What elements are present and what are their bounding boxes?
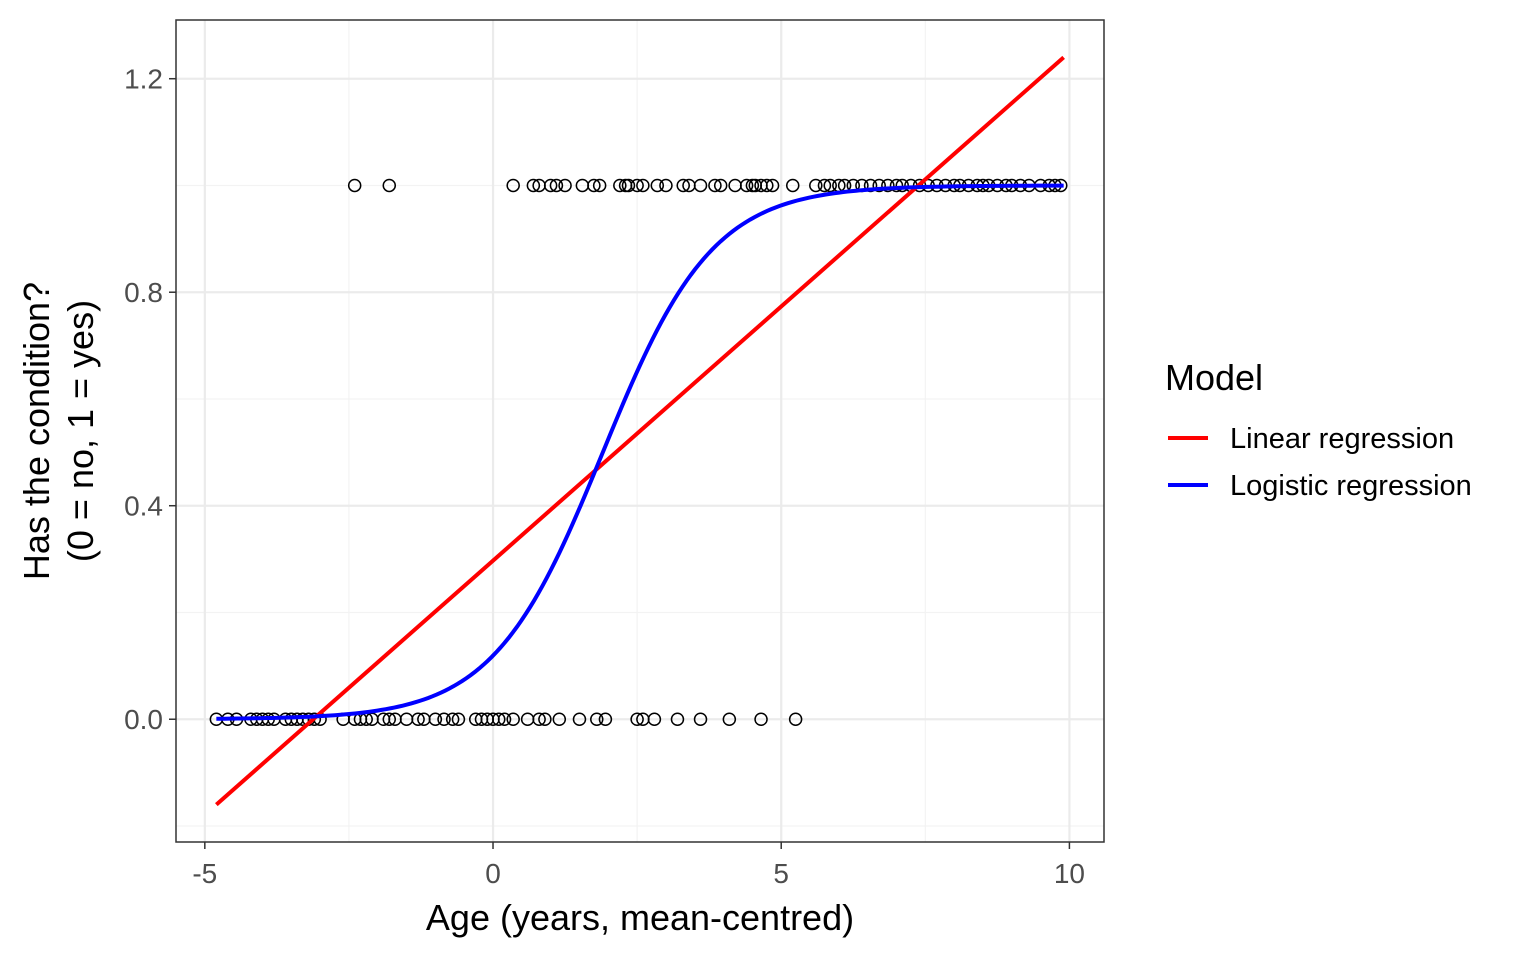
data-point	[532, 712, 546, 726]
data-point	[630, 712, 644, 726]
legend-title: Model	[1165, 357, 1263, 398]
data-point	[722, 712, 737, 726]
data-point	[451, 712, 466, 726]
data-point	[506, 712, 520, 726]
y-tick-label: 1.2	[124, 64, 163, 95]
data-point	[558, 178, 572, 193]
data-point	[693, 178, 708, 193]
data-point	[411, 712, 425, 726]
data-point	[552, 712, 567, 726]
data-point	[895, 178, 910, 193]
data-point	[889, 178, 904, 193]
data-point	[587, 178, 601, 193]
legend-label-logistic: Logistic regression	[1230, 470, 1472, 502]
data-point	[760, 178, 774, 193]
y-axis: 0.0 0.4 0.8 1.2	[124, 64, 176, 735]
data-point	[382, 712, 397, 726]
data-point	[590, 712, 604, 726]
data-point	[788, 712, 803, 726]
x-axis: -5 0 5 10	[192, 842, 1085, 889]
y-tick-label: 0.0	[124, 704, 163, 735]
data-point	[613, 178, 627, 193]
data-point	[382, 178, 397, 193]
data-point	[497, 712, 512, 726]
x-tick-label: 0	[485, 858, 501, 889]
data-point	[647, 712, 662, 726]
data-point	[621, 178, 636, 193]
data-point	[549, 178, 564, 193]
data-point	[543, 178, 558, 193]
data-point	[492, 712, 506, 726]
y-axis-label-line2: (0 = no, 1 = yes)	[60, 300, 101, 562]
data-point	[347, 178, 362, 193]
data-point	[428, 712, 443, 726]
data-point	[809, 178, 823, 193]
x-axis-label: Age (years, mean-centred)	[426, 897, 854, 938]
linear-regression-line	[215, 55, 1065, 807]
data-point	[445, 712, 460, 726]
data-point	[307, 712, 322, 726]
data-point	[598, 712, 613, 726]
data-point	[572, 712, 587, 726]
data-point	[670, 712, 685, 726]
data-point	[636, 178, 650, 193]
data-point	[785, 178, 800, 193]
legend-label-linear: Linear regression	[1230, 423, 1454, 455]
y-tick-label: 0.4	[124, 491, 163, 522]
data-point	[872, 178, 886, 193]
data-point	[765, 178, 780, 193]
data-point	[708, 178, 722, 193]
legend: Model Linear regression Logistic regress…	[1165, 357, 1472, 502]
data-point	[881, 178, 895, 193]
y-axis-label-line1: Has the condition?	[16, 282, 57, 580]
data-point	[754, 712, 768, 726]
grid-major	[176, 20, 1104, 842]
data-point	[526, 178, 541, 193]
logistic-regression-line	[216, 183, 1064, 721]
data-point	[437, 712, 451, 726]
data-point	[659, 178, 673, 193]
data-point	[538, 712, 552, 726]
data-point	[713, 178, 728, 193]
data-point	[739, 178, 754, 193]
x-tick-label: 5	[773, 858, 789, 889]
plot-border	[175, 19, 1105, 843]
data-point	[817, 178, 832, 193]
data-point	[650, 178, 665, 193]
data-point	[506, 178, 520, 193]
x-tick-label: 10	[1054, 858, 1085, 889]
data-point	[630, 178, 644, 193]
data-point	[693, 712, 708, 726]
x-tick-label: -5	[192, 858, 217, 889]
y-tick-label: 0.8	[124, 277, 163, 308]
data-point	[592, 178, 607, 193]
data-point	[823, 178, 837, 193]
data-point	[676, 178, 690, 193]
